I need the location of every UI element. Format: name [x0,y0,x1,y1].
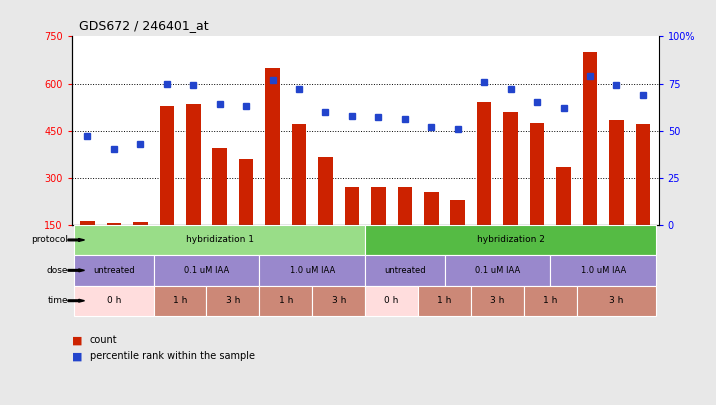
Bar [530,123,544,225]
Bar [318,157,333,225]
Bar [344,187,359,225]
Text: 3 h: 3 h [226,296,240,305]
Bar [107,223,121,225]
Text: 0 h: 0 h [107,296,121,305]
Text: protocol: protocol [31,235,68,245]
Text: 1.0 uM IAA: 1.0 uM IAA [581,266,626,275]
Bar [503,112,518,225]
Bar [160,106,174,225]
Bar [424,192,438,225]
Bar [213,148,227,225]
Bar [371,187,386,225]
Text: 1.0 uM IAA: 1.0 uM IAA [290,266,335,275]
Text: 3 h: 3 h [609,296,624,305]
Bar [133,222,147,225]
Bar [583,52,597,225]
Text: time: time [47,296,68,305]
Bar [477,102,491,225]
Text: 0.1 uM IAA: 0.1 uM IAA [184,266,229,275]
Text: 0.1 uM IAA: 0.1 uM IAA [475,266,520,275]
Bar [397,187,412,225]
Text: hybridization 1: hybridization 1 [185,235,253,245]
Bar [556,167,571,225]
Text: ■: ■ [72,335,82,345]
Text: untreated: untreated [93,266,135,275]
Bar [80,221,95,225]
Text: percentile rank within the sample: percentile rank within the sample [90,352,254,361]
Text: 3 h: 3 h [490,296,505,305]
Text: hybridization 2: hybridization 2 [477,235,545,245]
Bar [450,200,465,225]
Bar [186,104,200,225]
Bar [292,124,306,225]
Bar [609,119,624,225]
Text: GDS672 / 246401_at: GDS672 / 246401_at [79,19,208,32]
Text: 0 h: 0 h [384,296,399,305]
Bar [239,159,253,225]
Bar [266,68,280,225]
Text: 3 h: 3 h [332,296,346,305]
Text: dose: dose [47,266,68,275]
Text: untreated: untreated [384,266,425,275]
Text: 1 h: 1 h [173,296,187,305]
Text: 1 h: 1 h [543,296,558,305]
Text: ■: ■ [72,352,82,361]
Text: 1 h: 1 h [279,296,293,305]
Text: 1 h: 1 h [437,296,452,305]
Bar [636,124,650,225]
Text: count: count [90,335,117,345]
